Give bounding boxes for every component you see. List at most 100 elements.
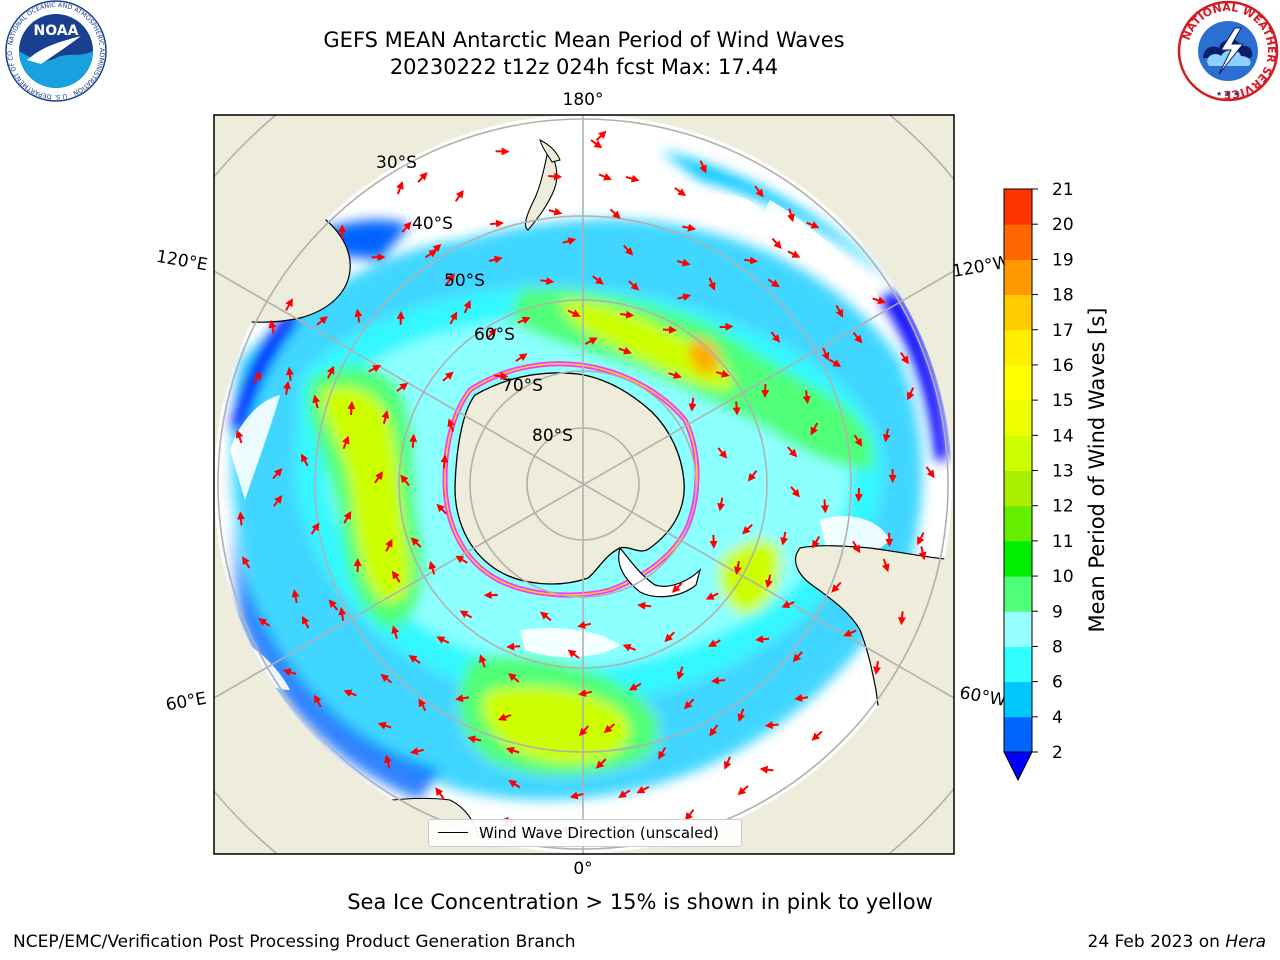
wind-wave-arrow <box>584 337 598 345</box>
wind-wave-arrow <box>852 540 861 554</box>
wind-wave-arrow <box>595 130 607 142</box>
wind-wave-arrow <box>716 369 730 378</box>
wind-wave-arrow <box>853 434 863 447</box>
colorbar-box <box>1004 646 1032 683</box>
wind-wave-arrow <box>242 556 251 569</box>
wind-wave-arrow <box>622 643 636 652</box>
colorbar-box <box>1004 259 1032 296</box>
wind-wave-arrow <box>603 723 616 734</box>
wind-wave-arrow <box>620 310 635 319</box>
map-legend: Wind Wave Direction (unscaled) <box>428 819 742 847</box>
wind-wave-arrow <box>569 791 584 800</box>
wind-wave-arrow <box>759 765 774 774</box>
wind-wave-arrow <box>820 499 829 514</box>
lat-label-30s: 30°S <box>376 153 417 173</box>
wind-wave-arrow <box>449 311 458 325</box>
wind-wave-arrow <box>440 454 449 469</box>
wind-wave-arrow <box>354 308 363 323</box>
wind-wave-arrow <box>755 635 770 644</box>
wind-wave-arrow <box>676 666 685 681</box>
wind-wave-arrow <box>490 219 504 228</box>
wind-wave-arrow <box>794 694 809 702</box>
wind-wave-arrow <box>417 171 428 183</box>
svg-text:★ ★ ★: ★ ★ ★ <box>1216 90 1239 98</box>
chart-subtitle: 20230222 t12z 024h fcst Max: 17.44 <box>389 55 779 79</box>
wind-wave-arrow <box>517 316 531 325</box>
wind-wave-arrow <box>658 747 667 760</box>
wind-wave-arrow <box>418 698 427 712</box>
colorbar-box <box>1004 364 1032 401</box>
wind-wave-arrow <box>737 785 749 796</box>
wind-wave-arrow <box>806 221 820 229</box>
wind-wave-arrow <box>377 721 392 730</box>
wind-wave-arrow <box>436 503 447 515</box>
wind-wave-arrow <box>235 429 244 444</box>
colorbar-tick-label: 21 <box>1052 180 1074 200</box>
wind-wave-arrow <box>684 809 695 821</box>
wind-wave-arrow <box>770 331 781 343</box>
wind-wave-arrow <box>312 394 321 409</box>
wind-wave-arrow <box>764 574 773 589</box>
colorbar-tick-label: 17 <box>1052 321 1074 341</box>
wind-wave-arrow <box>285 366 294 381</box>
wind-wave-arrow <box>313 694 322 708</box>
legend-line-swatch <box>438 832 468 833</box>
colorbar-box <box>1004 189 1032 225</box>
colorbar-box <box>1004 470 1032 507</box>
wind-wave-arrow <box>907 387 915 401</box>
wind-wave-arrow <box>567 649 580 659</box>
footer-machine: Hera <box>1225 932 1266 952</box>
wind-wave-arrow <box>708 639 721 647</box>
wind-wave-arrow <box>454 189 464 202</box>
colorbar-tick-label: 4 <box>1052 708 1063 728</box>
wind-wave-arrow <box>787 250 801 258</box>
wind-wave-arrow <box>812 535 821 549</box>
wind-wave-arrow <box>380 673 393 684</box>
wind-wave-arrow <box>391 625 400 639</box>
wind-wave-arrow <box>705 592 719 600</box>
wind-wave-arrow <box>810 422 819 436</box>
wind-wave-arrow <box>671 582 683 593</box>
lat-label-60s: 60°S <box>474 325 515 345</box>
wind-wave-arrow <box>328 599 339 611</box>
wind-wave-arrow <box>578 689 593 697</box>
wind-wave-arrow <box>291 589 300 604</box>
wind-wave-arrow <box>595 758 607 769</box>
wind-wave-arrow <box>409 747 424 756</box>
wind-wave-arrow <box>828 358 842 368</box>
colorbar-extend-min <box>1003 751 1033 782</box>
wind-wave-arrow <box>455 555 468 564</box>
wind-wave-arrow <box>664 631 676 643</box>
colorbar-ticks: 2 4 6 8 9 10 11 12 13 14 15 16 17 18 19 20 21 <box>1032 180 1074 763</box>
wind-wave-arrow <box>459 610 473 619</box>
colorbar-tick-label: 16 <box>1052 356 1074 376</box>
wind-wave-arrow <box>688 397 697 412</box>
sea-ice-note: Sea Ice Concentration > 15% is shown in … <box>347 890 933 914</box>
wind-wave-arrow <box>628 280 640 291</box>
wind-wave-arrow <box>764 721 779 730</box>
wind-wave-arrow <box>676 258 691 267</box>
wind-wave-arrow <box>428 560 437 575</box>
wind-wave-arrow <box>442 371 454 382</box>
wind-wave-arrow <box>918 546 927 561</box>
wind-wave-arrow <box>494 371 509 380</box>
wind-wave-arrow <box>455 694 470 703</box>
wind-wave-arrow <box>821 347 830 361</box>
wind-wave-arrow <box>342 435 350 450</box>
colorbar-box <box>1004 505 1032 542</box>
wind-wave-arrow <box>253 371 262 384</box>
colorbar-tick-label: 9 <box>1052 602 1063 622</box>
wind-wave-arrow <box>577 621 592 629</box>
wind-wave-arrow <box>285 298 293 311</box>
wind-wave-arrow <box>486 327 497 340</box>
wind-wave-arrow <box>618 346 632 355</box>
wind-wave-arrow <box>781 600 795 609</box>
colorbar-outline <box>1003 188 1033 753</box>
wind-wave-arrow <box>435 787 445 800</box>
colorbar-box <box>1004 400 1032 436</box>
colorbar-tick-label: 13 <box>1052 462 1074 482</box>
lat-label-80s: 80°S <box>532 426 573 446</box>
wind-wave-arrow <box>384 754 392 769</box>
wind-wave-arrow <box>548 172 563 181</box>
wind-wave-arrow <box>802 390 811 405</box>
